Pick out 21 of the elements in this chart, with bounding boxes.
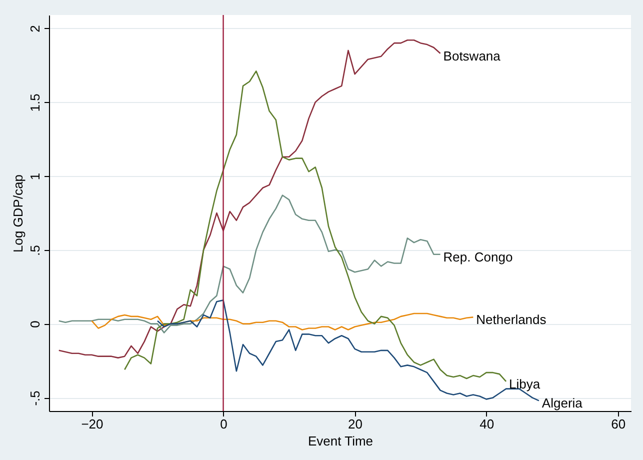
series-label: Algeria [542, 396, 584, 411]
line-series [58, 39, 441, 358]
x-axis-title: Event Time [308, 434, 374, 448]
x-tick-label: 0 [220, 416, 228, 432]
x-tick-label: −20 [81, 416, 104, 432]
y-tick-label: 1.5 [28, 94, 42, 112]
x-tick-label: 60 [611, 416, 626, 432]
series-label: Rep. Congo [443, 249, 513, 264]
x-tick-label: 20 [348, 416, 363, 432]
line-series [91, 312, 474, 330]
x-tick-label: 40 [480, 416, 494, 432]
y-tick-label: 2 [28, 25, 42, 32]
y-tick-label: 0 [28, 320, 42, 328]
series-label: Botswana [443, 48, 502, 64]
y-tick-label: 1 [28, 172, 42, 180]
series-label: Netherlands [476, 312, 547, 328]
y-tick-label: .5 [28, 245, 42, 256]
series-label: Libya [509, 376, 541, 392]
y-tick-label: -.5 [28, 390, 42, 406]
y-axis-title: Log GDP/cap [10, 174, 26, 253]
line-series [58, 194, 441, 334]
